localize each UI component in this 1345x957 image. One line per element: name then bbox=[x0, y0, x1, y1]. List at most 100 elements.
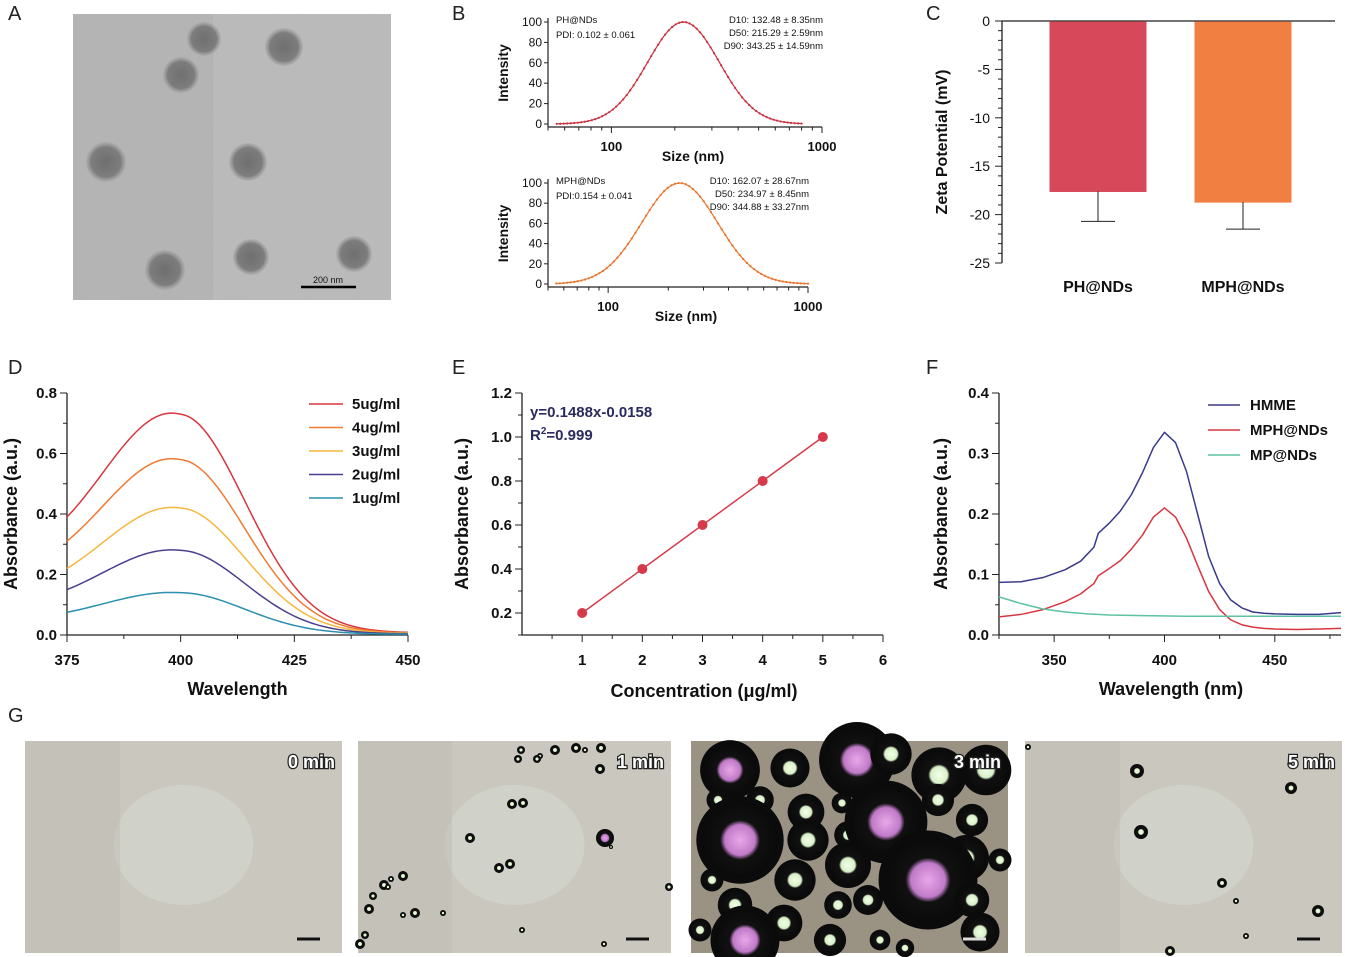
microbubble bbox=[440, 910, 446, 916]
data-point bbox=[763, 274, 766, 277]
legend-label: MP@NDs bbox=[1250, 447, 1317, 464]
y-tick-label: 80 bbox=[529, 35, 543, 49]
data-point bbox=[692, 24, 695, 27]
data-point bbox=[565, 281, 569, 284]
x-tick-label: 100 bbox=[597, 299, 619, 314]
annotation-left: PDI:0.154 ± 0.041 bbox=[556, 191, 633, 202]
y-tick-label: 40 bbox=[529, 76, 543, 90]
microbubble bbox=[963, 915, 997, 949]
panel-label-e: E bbox=[452, 357, 465, 379]
x-tick-label: 1000 bbox=[808, 139, 837, 154]
microbubble bbox=[514, 755, 522, 763]
x-tick-label: 100 bbox=[601, 139, 623, 154]
microbubble bbox=[494, 863, 504, 873]
microbubble bbox=[355, 939, 365, 949]
microbubble bbox=[1233, 898, 1239, 904]
data-point bbox=[681, 20, 684, 24]
y-tick-label: 20 bbox=[529, 97, 543, 111]
y-tick-label: 100 bbox=[522, 15, 542, 29]
legend-label: 1ug/ml bbox=[352, 490, 400, 507]
data-point bbox=[597, 116, 600, 119]
microbubble bbox=[465, 833, 475, 843]
data-point bbox=[806, 282, 810, 285]
data-point bbox=[630, 237, 633, 240]
microbubble bbox=[897, 940, 913, 956]
spectrum-3ug-ml bbox=[66, 506, 409, 635]
microbubble bbox=[1312, 905, 1324, 917]
data-point bbox=[789, 121, 793, 124]
fit-equation: y=0.1488x-0.0158 bbox=[530, 404, 652, 421]
data-point bbox=[598, 272, 601, 275]
data-point bbox=[622, 98, 625, 101]
spectrum-2ug-ml bbox=[66, 549, 409, 635]
micrograph-layer: 0 min 1 min 3 min 5 min bbox=[25, 722, 1342, 957]
data-point bbox=[566, 122, 569, 125]
data-point bbox=[667, 29, 670, 32]
data-point bbox=[695, 191, 698, 194]
microbubble bbox=[826, 893, 850, 917]
microbubble bbox=[398, 871, 408, 881]
data-point bbox=[748, 103, 751, 107]
data-point bbox=[587, 119, 590, 123]
data-point bbox=[681, 182, 684, 185]
y-tick-label: 0.1 bbox=[968, 567, 989, 584]
y-tick-label: 0.4 bbox=[968, 385, 990, 402]
micrograph-1: 1 min bbox=[355, 741, 673, 953]
microbubble bbox=[964, 748, 1008, 792]
microbubble bbox=[505, 859, 515, 869]
micrograph-glare bbox=[444, 785, 585, 905]
data-point bbox=[778, 279, 781, 282]
y-tick-label: 60 bbox=[529, 216, 543, 230]
r-squared: R2=0.999 bbox=[530, 426, 593, 444]
data-point bbox=[684, 183, 687, 186]
microbubble bbox=[595, 764, 605, 774]
data-point bbox=[695, 27, 698, 30]
data-point bbox=[727, 75, 730, 79]
microbubble bbox=[957, 885, 987, 915]
data-point bbox=[569, 122, 572, 125]
data-point bbox=[583, 278, 587, 281]
tem-particle bbox=[233, 239, 269, 275]
data-point bbox=[720, 228, 723, 231]
tem-particle bbox=[145, 250, 185, 290]
x-tick-label: 1000 bbox=[794, 299, 823, 314]
microbubble bbox=[828, 845, 868, 885]
panel-label-a: A bbox=[8, 3, 22, 25]
data-point bbox=[612, 260, 615, 263]
data-point bbox=[713, 52, 716, 55]
data-point bbox=[691, 187, 695, 191]
y-tick-label: 0.8 bbox=[491, 473, 512, 490]
y-tick-label: -20 bbox=[970, 207, 990, 223]
data-point bbox=[786, 121, 789, 124]
time-label: 1 min bbox=[617, 752, 664, 772]
y-tick-label: 1.0 bbox=[491, 429, 512, 446]
data-point bbox=[636, 78, 639, 81]
y-tick-label: 100 bbox=[522, 176, 542, 190]
microbubble bbox=[517, 746, 525, 754]
data-point bbox=[663, 190, 666, 193]
micrograph-shade bbox=[358, 741, 452, 953]
y-tick-label: 0.3 bbox=[968, 446, 989, 463]
x-tick-label: 450 bbox=[1262, 652, 1287, 669]
annotation-right: D10: 162.07 ± 28.67nm bbox=[710, 176, 809, 187]
data-point bbox=[601, 269, 605, 272]
annotation-left: MPH@NDs bbox=[556, 176, 605, 187]
y-axis-label: Intensity bbox=[495, 205, 511, 263]
microbubble bbox=[833, 794, 851, 812]
data-point bbox=[758, 112, 761, 115]
x-tick-label: 5 bbox=[819, 652, 827, 669]
data-point bbox=[650, 55, 653, 58]
microbubble bbox=[550, 745, 560, 755]
microbubble bbox=[385, 884, 391, 890]
tem-particle bbox=[163, 57, 199, 93]
data-point bbox=[788, 281, 792, 284]
spectrum-5ug-ml bbox=[66, 412, 409, 634]
y-tick-label: 80 bbox=[529, 196, 543, 210]
data-point bbox=[641, 220, 644, 223]
y-axis-label: Absorbance (a.u.) bbox=[1, 438, 21, 590]
data-point bbox=[796, 282, 799, 285]
y-tick-label: 0.4 bbox=[36, 506, 58, 523]
data-point bbox=[741, 96, 744, 99]
y-axis-label: Absorbance (a.u.) bbox=[452, 438, 472, 590]
micrograph-0: 0 min bbox=[25, 741, 342, 953]
